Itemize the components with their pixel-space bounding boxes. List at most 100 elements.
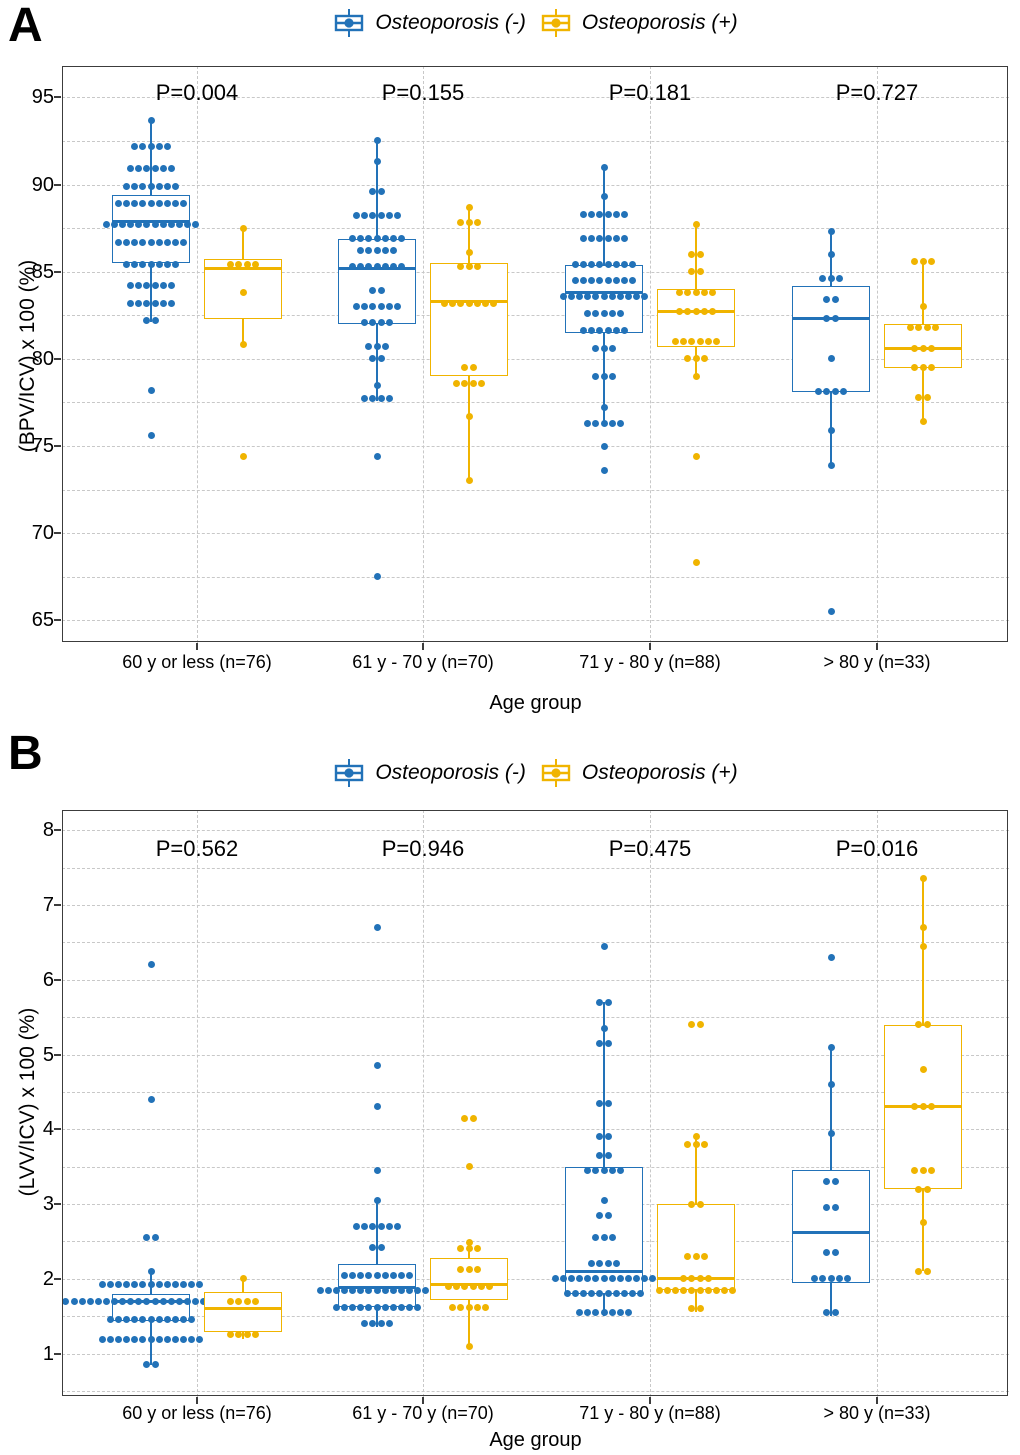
gridline [197,66,198,643]
boxplot-box-positive [657,289,735,347]
data-point-negative [612,210,620,218]
data-point-negative [163,200,171,208]
data-point-positive [700,289,708,297]
gridline [62,867,1009,869]
data-point-negative [143,282,151,290]
data-point-negative [397,1303,405,1311]
data-point-negative [119,221,127,229]
data-point-positive [461,1114,469,1122]
data-point-negative [564,1290,572,1298]
y-tick-mark [54,270,61,273]
data-point-negative [102,221,110,229]
data-point-positive [919,257,927,265]
data-point-negative [163,142,171,150]
data-point-negative [135,282,143,290]
y-tick-label: 90 [31,173,54,196]
data-point-negative [600,1024,608,1032]
data-point-negative [135,1297,143,1305]
data-point-negative [572,276,580,284]
data-point-positive [919,875,927,883]
data-point-negative [604,1099,612,1107]
data-point-positive [473,262,481,270]
data-point-negative [171,1280,179,1288]
data-point-positive [243,1297,251,1305]
data-point-negative [628,276,636,284]
data-point-negative [167,1297,175,1305]
data-point-negative [155,200,163,208]
data-point-positive [465,477,473,485]
data-point-negative [369,1223,377,1230]
legend-label-positive: Osteoporosis (+) [581,761,738,784]
data-point-negative [600,942,608,950]
data-point-negative [596,1099,604,1107]
data-point-negative [163,182,171,190]
boxplot-box-positive [204,1292,282,1332]
y-tick-label: 2 [42,1267,54,1290]
data-point-negative [596,1039,604,1047]
data-point-negative [179,1335,187,1343]
data-point-negative [139,1316,147,1324]
data-point-positive [692,372,700,380]
data-point-positive [708,308,716,316]
data-point-negative [596,1133,604,1141]
y-tick-label: 6 [42,968,54,991]
data-point-negative [592,372,600,380]
data-point-negative [414,1286,421,1294]
data-point-positive [684,308,692,316]
data-point-negative [592,419,600,427]
data-point-negative [373,1271,381,1279]
data-point-positive [696,268,704,276]
y-tick-label: 1 [42,1342,54,1365]
data-point-negative [624,1275,632,1283]
data-point-negative [123,1335,131,1343]
data-point-negative [143,221,151,229]
data-point-negative [604,210,612,218]
data-point-negative [616,310,624,318]
data-point-negative [147,1095,155,1103]
legend-label-negative: Osteoporosis (-) [375,11,526,34]
x-tick-mark [876,1397,878,1404]
data-point-negative [608,1166,616,1174]
data-point-negative [831,315,839,323]
data-point-negative [560,292,567,300]
y-tick-label: 75 [31,435,54,458]
data-point-positive [672,1286,680,1294]
data-point-positive [465,203,473,211]
data-point-positive [923,1267,931,1275]
data-point-negative [159,282,167,290]
data-point-negative [588,210,596,218]
data-point-positive [465,262,473,270]
data-point-negative [831,1249,839,1257]
gridline [62,1129,1009,1131]
data-point-negative [373,923,381,931]
data-point-negative [115,1280,123,1288]
data-point-negative [377,287,385,295]
gridline [62,1091,1009,1093]
data-point-negative [139,142,147,150]
data-point-negative [179,1316,187,1324]
data-point-positive [489,299,497,307]
data-point-negative [369,395,377,403]
data-point-negative [373,1303,381,1311]
data-point-positive [453,1282,461,1290]
data-point-negative [111,221,119,229]
data-point-negative [600,163,608,171]
data-point-positive [473,1303,481,1311]
data-point-positive [449,299,457,307]
data-point-positive [465,299,473,307]
data-point-negative [831,388,839,396]
data-point-negative [568,1275,576,1283]
data-point-negative [369,188,377,195]
gridline [62,576,1009,578]
data-point-negative [624,1309,632,1316]
data-point-negative [588,1290,596,1298]
data-point-positive [923,323,931,331]
data-point-negative [584,310,592,318]
boxplot-median [112,219,190,223]
data-point-negative [361,212,369,220]
data-point-positive [680,1286,688,1294]
data-point-positive [457,1266,465,1274]
x-category-label: 61 y - 70 y (n=70) [352,1403,494,1423]
data-point-positive [457,1303,465,1311]
data-point-negative [827,953,835,961]
